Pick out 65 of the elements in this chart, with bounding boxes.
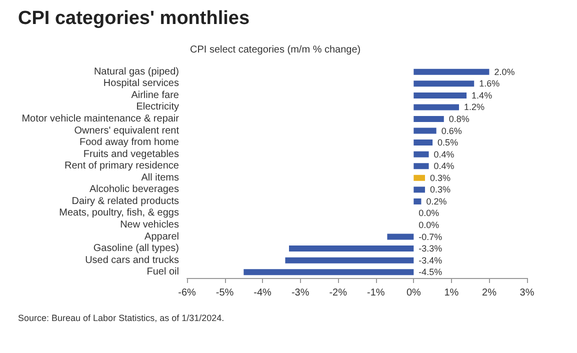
bar bbox=[414, 186, 425, 193]
chart-title: CPI categories' monthlies bbox=[18, 8, 250, 30]
bar bbox=[414, 140, 433, 146]
data-label: 0.3% bbox=[430, 184, 451, 195]
y-tick-label: Fruits and vegetables bbox=[83, 148, 179, 160]
data-label: 1.4% bbox=[472, 90, 492, 100]
y-tick-label: Gasoline (all types) bbox=[93, 243, 179, 254]
y-tick-label: Owners' equivalent rent bbox=[74, 125, 180, 136]
data-label: -4.5% bbox=[418, 267, 442, 278]
source-note: Source: Bureau of Labor Statistics, as of 1/31/2024. bbox=[18, 313, 224, 323]
y-tick-label: Meats, poultry, fish, & eggs bbox=[59, 208, 179, 219]
y-tick-label: Airline fare bbox=[131, 90, 180, 101]
data-label: 1.2% bbox=[464, 102, 485, 112]
bar bbox=[387, 234, 414, 240]
bar bbox=[414, 128, 436, 134]
y-tick-label: Natural gas (piped) bbox=[94, 66, 179, 78]
data-label: 0.8% bbox=[448, 114, 470, 124]
data-label: 1.6% bbox=[479, 78, 500, 89]
bar bbox=[414, 80, 474, 87]
x-tick-label: 1% bbox=[444, 288, 459, 298]
bar bbox=[285, 257, 414, 264]
x-tick-label: -2% bbox=[329, 288, 348, 298]
bar bbox=[414, 174, 425, 181]
y-tick-label: Electricity bbox=[136, 102, 179, 113]
data-label: 0.4% bbox=[434, 161, 454, 172]
data-label: 0.6% bbox=[441, 126, 462, 136]
data-label: -3.4% bbox=[418, 255, 442, 266]
x-tick-label: -4% bbox=[254, 288, 272, 298]
bar bbox=[414, 151, 429, 158]
y-tick-label: Fuel oil bbox=[146, 266, 179, 278]
x-tick-label: -1% bbox=[366, 288, 385, 298]
bar bbox=[414, 104, 459, 110]
y-tick-label: Hospital services bbox=[103, 78, 179, 90]
y-tick-label: Food away from home bbox=[80, 137, 180, 148]
y-tick-label: Rent of primary residence bbox=[64, 160, 180, 172]
data-label: -0.7% bbox=[418, 232, 442, 242]
y-tick-label: Alcoholic beverages bbox=[90, 184, 179, 196]
y-tick-label: All items bbox=[141, 172, 179, 184]
y-tick-label: New vehicles bbox=[120, 220, 179, 230]
bar bbox=[414, 116, 444, 122]
bar bbox=[289, 246, 414, 252]
bar bbox=[244, 269, 414, 276]
data-label: -3.3% bbox=[418, 244, 442, 254]
bar bbox=[414, 163, 429, 170]
data-label: 0.0% bbox=[418, 208, 440, 218]
x-tick-label: -6% bbox=[178, 288, 196, 298]
data-label: 0.4% bbox=[434, 149, 454, 160]
y-tick-label: Used cars and trucks bbox=[85, 254, 179, 266]
data-label: 0.3% bbox=[430, 172, 451, 183]
bar bbox=[414, 198, 422, 204]
x-tick-label: 3% bbox=[520, 288, 534, 298]
x-tick-label: 0% bbox=[406, 288, 421, 298]
chart-subtitle: CPI select categories (m/m % change) bbox=[190, 44, 361, 56]
x-tick-label: -5% bbox=[216, 288, 234, 298]
x-tick-label: -3% bbox=[291, 288, 310, 298]
x-tick-label: 2% bbox=[482, 288, 497, 298]
data-label: 2.0% bbox=[494, 66, 515, 77]
bar bbox=[414, 68, 490, 75]
y-tick-label: Motor vehicle maintenance & repair bbox=[22, 114, 180, 124]
data-label: 0.0% bbox=[418, 220, 440, 230]
data-label: 0.5% bbox=[438, 138, 458, 148]
data-label: 0.2% bbox=[426, 196, 447, 206]
y-tick-label: Apparel bbox=[144, 231, 179, 242]
y-tick-label: Dairy & related products bbox=[72, 196, 179, 207]
bar bbox=[414, 92, 467, 98]
